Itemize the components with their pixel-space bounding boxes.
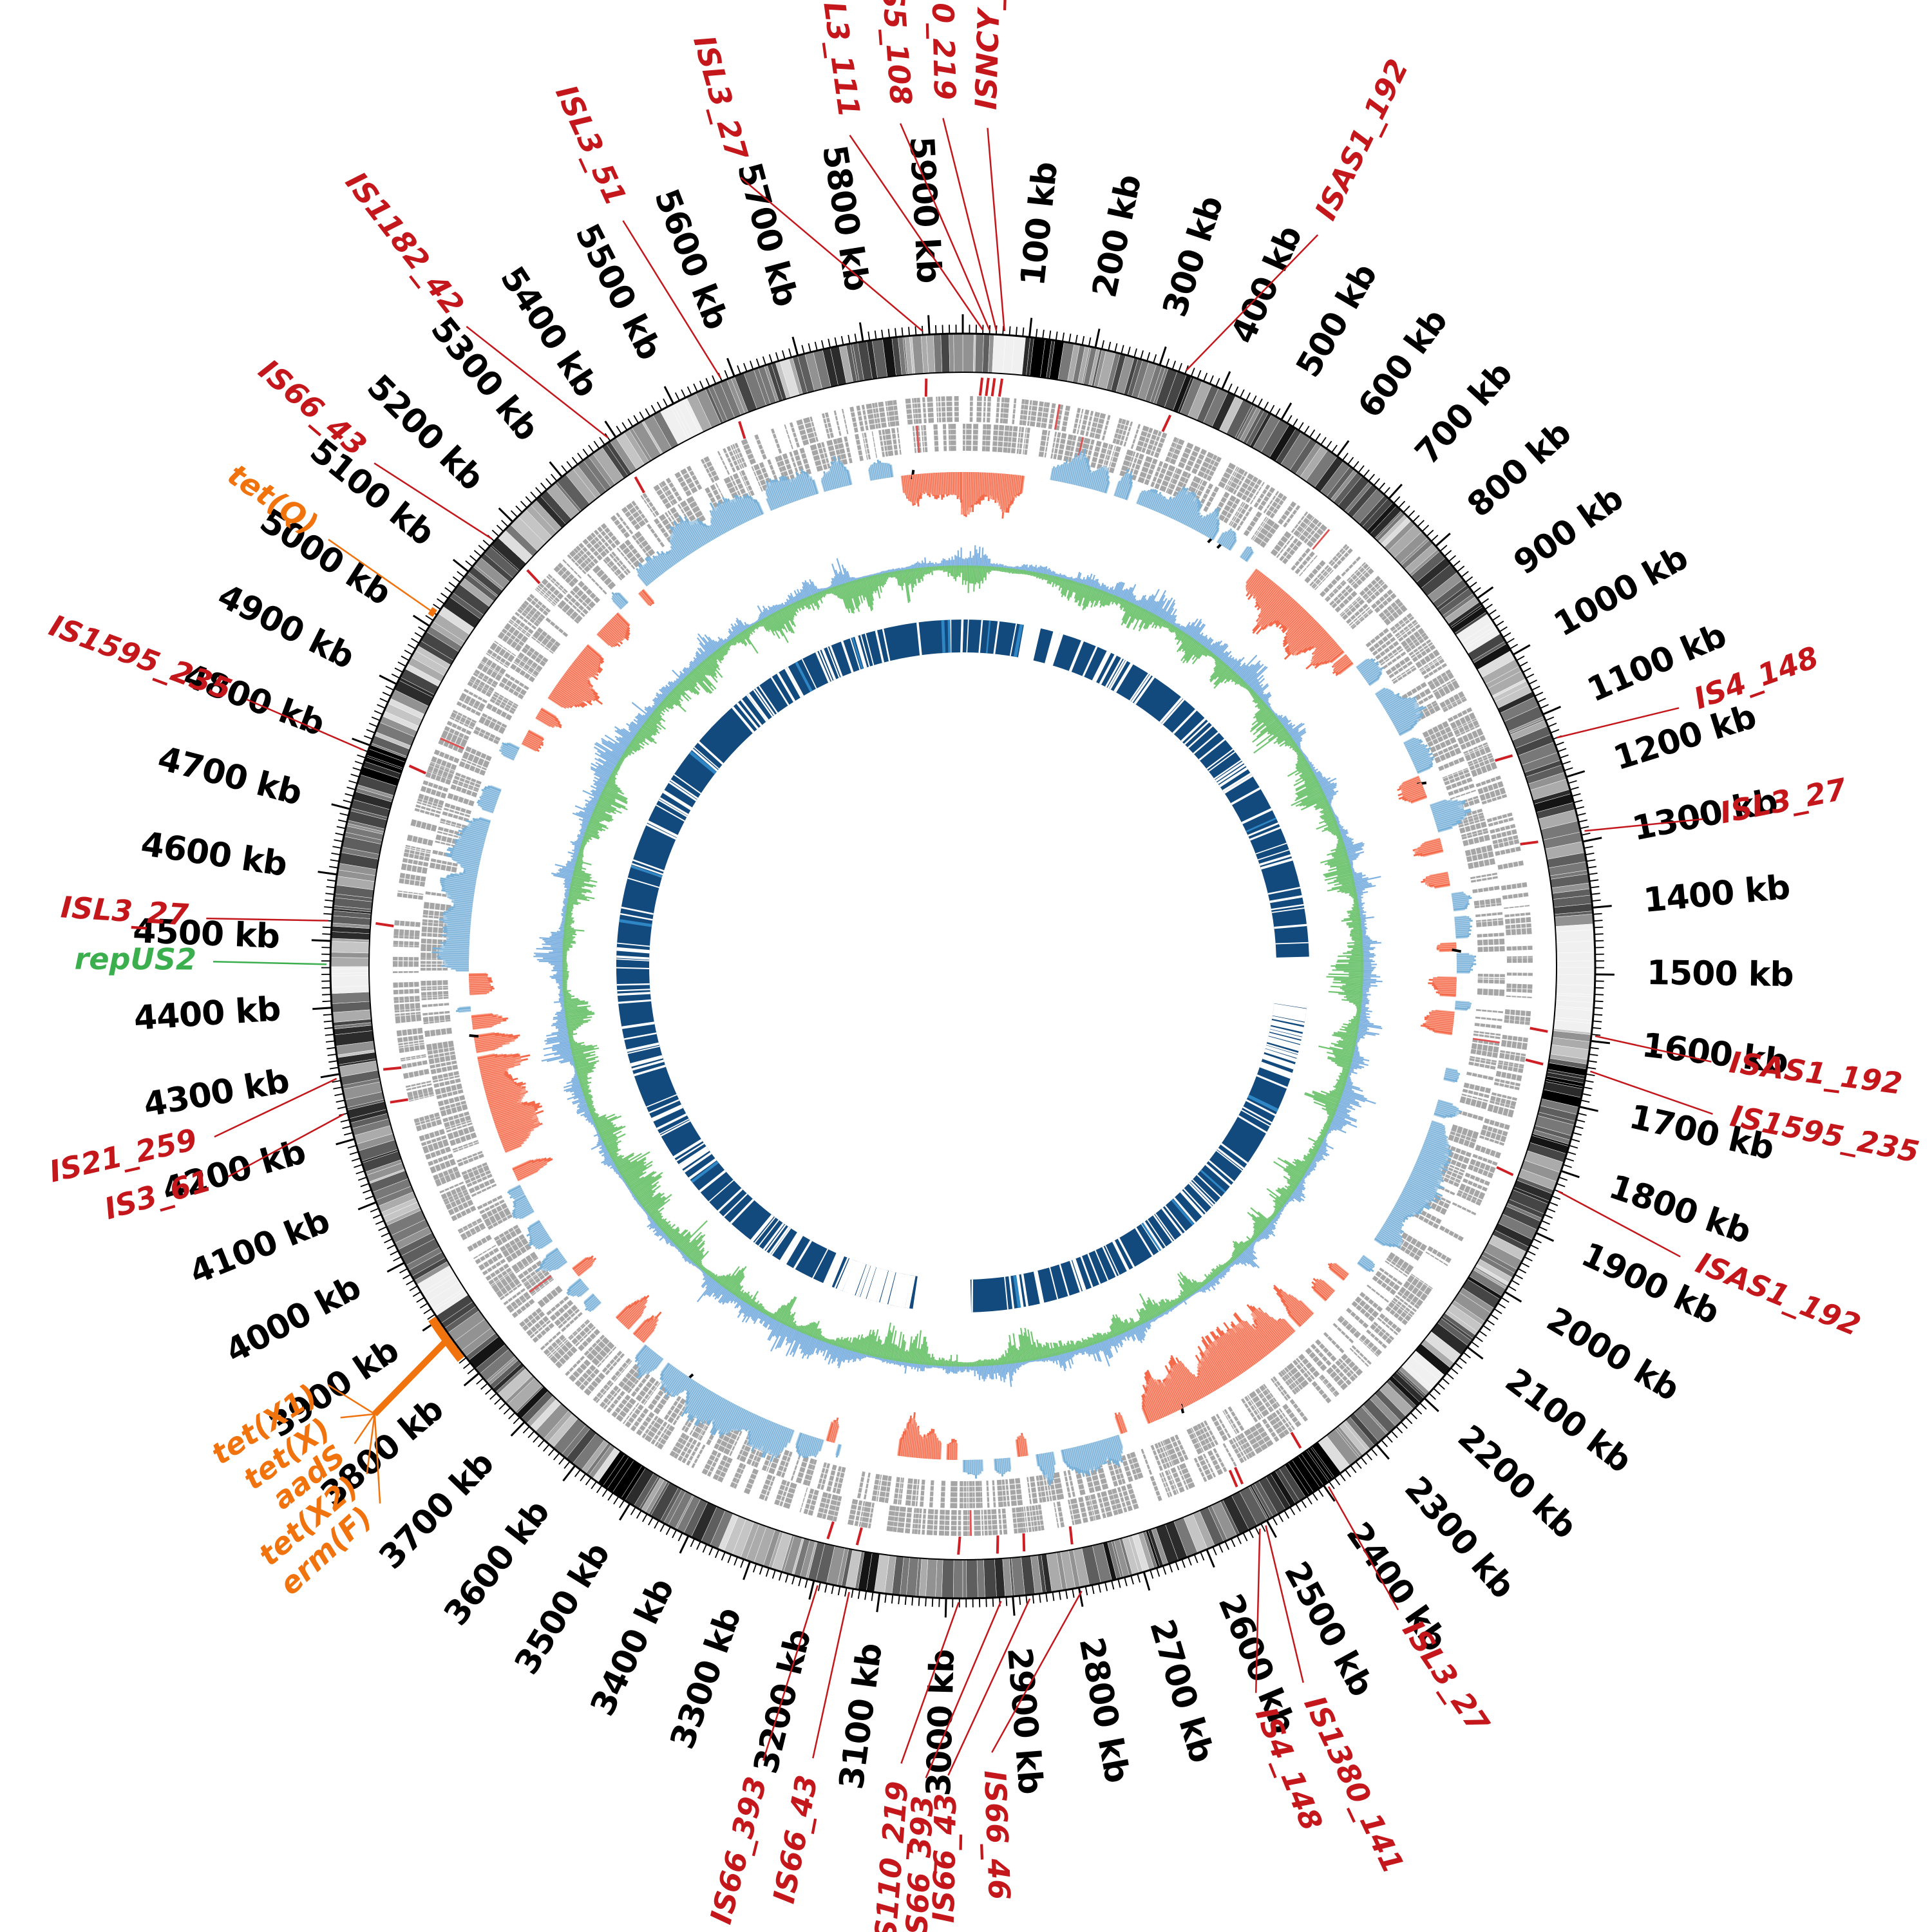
amr-leader-line — [328, 538, 435, 614]
tick-label: 400 kb — [1224, 220, 1310, 349]
is-leader-line — [1589, 1070, 1713, 1115]
tick-label: 4900 kb — [212, 576, 360, 676]
tick-label: 4400 kb — [133, 990, 281, 1038]
tick-label: 1200 kb — [1609, 697, 1761, 778]
gene-strand-rings — [392, 396, 1533, 1537]
is-element-label: IS66_46 — [978, 1770, 1017, 1900]
alignment-block-ring — [616, 619, 1309, 1312]
tick-label: 300 kb — [1155, 192, 1231, 322]
tick-label: 1000 kb — [1548, 538, 1694, 644]
skew-histogram — [431, 448, 1477, 1486]
is-element-label: ISAS1_192 — [1727, 1045, 1904, 1101]
is-leader-line — [1584, 818, 1703, 832]
is-element-label: ISAS1_192 — [1308, 53, 1416, 225]
is-leader-line — [900, 1602, 960, 1764]
is-leader-line — [942, 118, 998, 331]
is-leader-line — [466, 326, 609, 439]
tick-label: 5600 kb — [647, 184, 735, 335]
replicon-label: repUS2 — [75, 942, 197, 977]
tick-label: 5500 kb — [567, 218, 668, 366]
tick-label: 4700 kb — [154, 739, 305, 813]
annotation-layer: ISL3_27 ISL3_111 IS5_108 IS110_219 ISNCY_191… — [45, 0, 1922, 1932]
tick-label: 1400 kb — [1642, 868, 1791, 920]
tick-label: 500 kb — [1289, 258, 1385, 384]
is-leader-line — [762, 1585, 819, 1761]
is-leader-line — [374, 462, 492, 540]
tick-label: 1500 kb — [1647, 954, 1794, 994]
is-leader-line — [991, 1590, 1083, 1753]
is-leader-line — [740, 176, 923, 332]
is-element-label: IS1595_235 — [45, 608, 236, 707]
tick-label: 200 kb — [1085, 172, 1149, 301]
is-element-marks — [375, 377, 1548, 1555]
tick-label: 700 kb — [1408, 355, 1520, 473]
is-element-label: ISL3_111 — [813, 0, 867, 119]
is-element-label: ISL3_27 — [60, 889, 190, 932]
is-element-label: ISL3_27 — [1717, 772, 1849, 831]
amr-leader-line — [366, 1414, 376, 1475]
is-leader-line — [1556, 707, 1680, 739]
tick-label: 5700 kb — [730, 158, 805, 310]
is-element-label: IS66_393 — [898, 1795, 940, 1932]
is-leader-line — [1265, 1525, 1304, 1683]
deviation-line-track — [533, 545, 1383, 1387]
tick-label: 5900 kb — [902, 135, 948, 283]
amr-leader-trunk — [372, 1339, 448, 1417]
tick-label: 2500 kb — [1276, 1555, 1381, 1702]
is-element-label: ISL3_27 — [687, 32, 755, 164]
amr-region-arc — [428, 1316, 464, 1362]
amr-leader-line — [327, 1384, 375, 1415]
tick-label: 3000 kb — [920, 1649, 962, 1797]
is-leader-line — [1327, 1486, 1399, 1611]
is-leader-line — [899, 123, 990, 331]
is-element-label: IS66_393 — [703, 1773, 773, 1927]
is-leader-line — [987, 128, 1005, 332]
is-leader-line — [246, 698, 365, 752]
is-leader-line — [227, 1113, 345, 1178]
tick-label: 900 kb — [1507, 479, 1631, 583]
is-element-label: ISL3_51 — [549, 80, 633, 211]
tick-label: 3400 kb — [583, 1573, 682, 1721]
tick-label: 4000 kb — [220, 1268, 367, 1371]
is-leader-line — [812, 1591, 850, 1759]
replicon-leader-line — [213, 960, 327, 965]
tick-label: 2700 kb — [1142, 1615, 1221, 1766]
tick-label: 3100 kb — [832, 1641, 890, 1792]
is-element-label: ISNCY_191 — [969, 0, 1009, 110]
is-element-label: IS66_43 — [926, 1793, 963, 1923]
tick-label: 600 kb — [1350, 302, 1455, 425]
is-leader-line — [947, 1598, 1031, 1776]
tick-label: 4100 kb — [184, 1202, 335, 1293]
tick-label: 2800 kb — [1072, 1634, 1137, 1786]
tick-label: 100 kb — [1014, 160, 1065, 288]
amr-leader-line — [374, 1414, 381, 1504]
is-leader-line — [622, 220, 721, 379]
tick-label: 1800 kb — [1604, 1168, 1756, 1252]
is-leader-line — [849, 135, 984, 331]
is-leader-line — [1255, 1528, 1261, 1693]
is-leader-line — [1557, 1190, 1681, 1258]
is-leader-line — [925, 1600, 1002, 1779]
amr-leader-line — [340, 1413, 375, 1419]
tick-label: 3200 kb — [746, 1625, 819, 1777]
karyotype-band-ring — [329, 332, 1596, 1600]
is-leader-line — [214, 1077, 337, 1138]
is-element-label: IS66_43 — [252, 352, 373, 463]
tick-label: 5800 kb — [815, 142, 876, 293]
is-element-label: IS66_43 — [766, 1772, 824, 1906]
is-leader-line — [1186, 234, 1319, 371]
tick-label: 800 kb — [1460, 414, 1578, 526]
is-element-label: IS1182_42 — [339, 166, 471, 322]
is-leader-line — [206, 917, 328, 922]
is-leader-line — [1595, 1035, 1712, 1063]
is-element-label: IS5_108 — [875, 0, 919, 106]
amr-leader-line — [354, 1413, 375, 1444]
tick-label: 3300 kb — [663, 1603, 749, 1754]
tick-label: 4600 kb — [138, 825, 289, 884]
tick-label: 4300 kb — [141, 1062, 292, 1125]
is-element-label: IS110_219 — [923, 0, 962, 100]
